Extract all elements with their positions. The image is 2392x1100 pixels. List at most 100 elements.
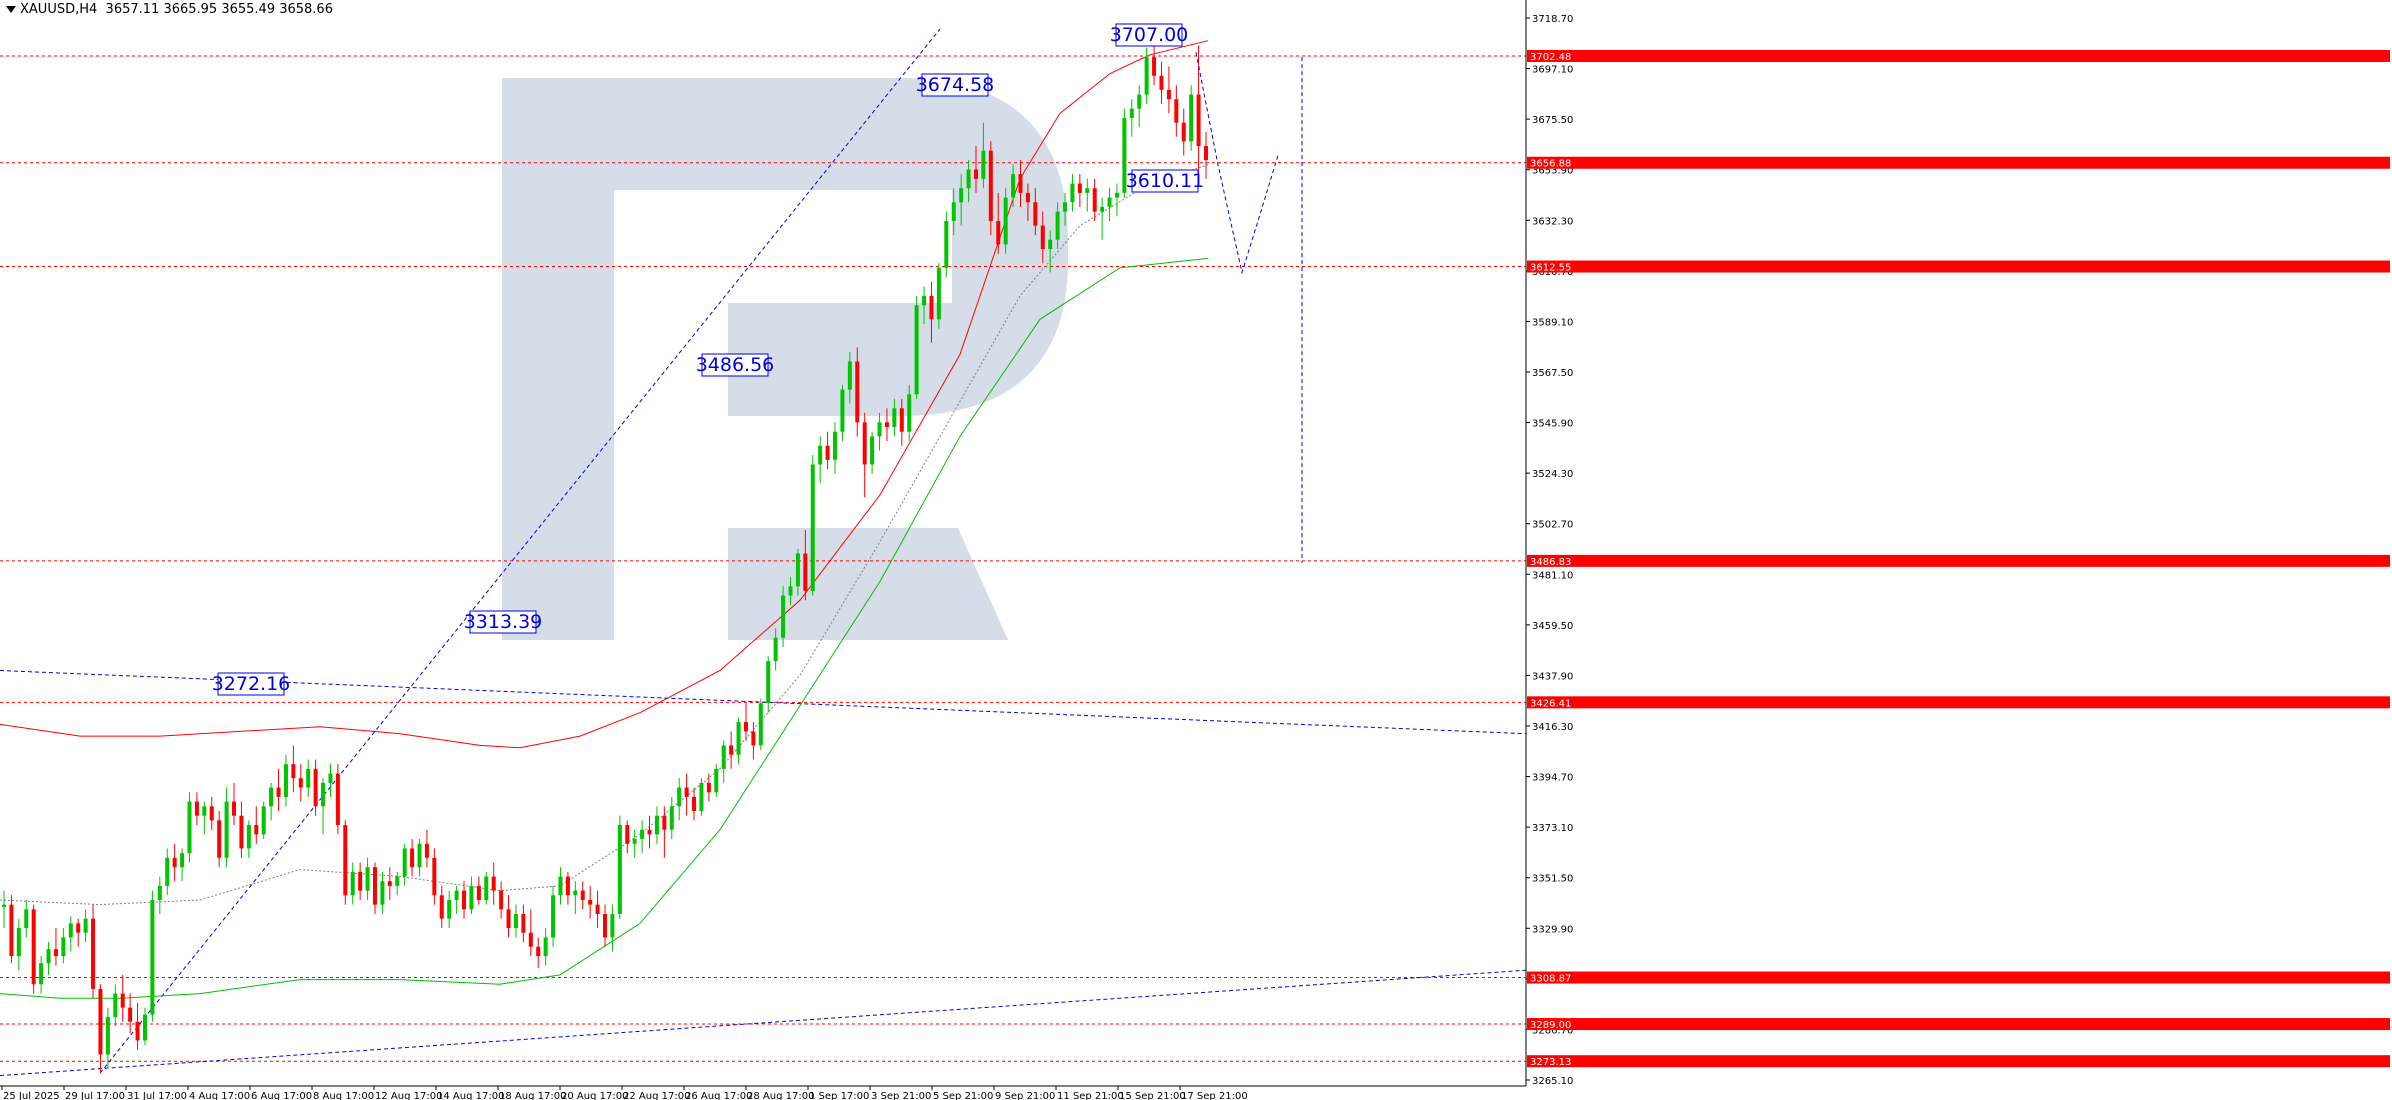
- callout-label: 3272.16: [212, 673, 291, 695]
- candle: [142, 1007, 147, 1046]
- candle-body: [372, 867, 377, 905]
- candle: [988, 141, 993, 236]
- candle: [758, 698, 763, 751]
- candle-body: [603, 914, 607, 938]
- candle: [610, 904, 615, 952]
- candle-body: [506, 909, 511, 929]
- callout-label: 3313.39: [464, 611, 543, 633]
- candle: [1174, 85, 1179, 137]
- candle: [1152, 45, 1157, 86]
- candle: [625, 820, 630, 854]
- candle-body: [810, 464, 815, 591]
- candle: [1107, 188, 1112, 221]
- candle-body: [128, 1007, 133, 1022]
- candle-body: [1129, 108, 1134, 118]
- candle: [165, 848, 170, 896]
- candle-body: [565, 876, 570, 896]
- candle-body: [736, 722, 741, 755]
- candle-body: [721, 745, 726, 769]
- price-level-tag: [1527, 554, 2390, 567]
- candle-body: [232, 801, 237, 816]
- candle-body: [157, 885, 162, 900]
- candle: [313, 759, 318, 816]
- callout-box: [217, 672, 285, 696]
- candle-body: [16, 928, 21, 957]
- price-callout: 3610.11: [1126, 169, 1204, 193]
- candle-body: [625, 825, 630, 844]
- candle-body: [988, 150, 993, 221]
- candle-body: [24, 909, 29, 929]
- price-tick-label: 3653.90: [1532, 166, 1573, 177]
- candle-body: [1025, 192, 1030, 203]
- price-callout: 3707.00: [1110, 23, 1188, 47]
- logo-letter-r: [502, 78, 1068, 640]
- candle: [432, 848, 437, 905]
- candle-body: [847, 361, 852, 390]
- price-tick-label: 3632.30: [1532, 216, 1573, 227]
- candle: [951, 188, 956, 236]
- time-tick-label: 20 Aug 17:00: [561, 1091, 628, 1100]
- candle: [766, 656, 771, 713]
- candle: [424, 829, 429, 868]
- candle-body: [217, 820, 222, 858]
- candle: [654, 806, 659, 844]
- candle: [1077, 174, 1082, 207]
- price-callout: 3313.39: [464, 610, 543, 634]
- callout-box: [1115, 23, 1183, 47]
- candle-body: [803, 553, 808, 591]
- candle-body: [269, 787, 274, 807]
- forecast-path: [1195, 52, 1303, 563]
- candle-body: [1077, 183, 1082, 193]
- candle: [588, 885, 593, 919]
- candle: [966, 160, 971, 203]
- price-level-tag: [1527, 260, 2390, 273]
- candle: [736, 717, 741, 765]
- time-tick-label: 1 Sep 17:00: [809, 1091, 869, 1100]
- candle: [157, 876, 162, 915]
- candle: [343, 820, 348, 905]
- candle-body: [781, 595, 786, 638]
- candle-body: [536, 946, 541, 957]
- candle-body: [239, 815, 244, 849]
- candle: [380, 871, 385, 915]
- dropdown-triangle-icon[interactable]: [6, 6, 16, 13]
- candle-body: [91, 918, 96, 989]
- candle-body: [773, 637, 778, 662]
- candle-body: [105, 1017, 110, 1055]
- candle-body: [922, 295, 927, 306]
- candle: [209, 796, 214, 830]
- candle-body: [462, 890, 467, 910]
- candle: [996, 192, 1001, 254]
- candle-body: [1085, 188, 1090, 193]
- candle-body: [662, 815, 667, 830]
- candle: [1040, 211, 1045, 264]
- candle-body: [61, 937, 66, 957]
- candle-body: [142, 1014, 147, 1041]
- candle: [565, 871, 570, 905]
- candle-body: [417, 843, 422, 868]
- price-tick-label: 3329.90: [1532, 924, 1573, 935]
- candle-body: [165, 857, 170, 886]
- candle-body: [39, 963, 44, 985]
- candle: [662, 806, 667, 858]
- candle: [1159, 61, 1164, 104]
- callout-label: 3674.58: [916, 74, 995, 96]
- candle-body: [588, 899, 593, 905]
- candle: [1033, 188, 1038, 236]
- candle-body: [573, 890, 578, 896]
- candle: [855, 347, 860, 437]
- time-tick-label: 25 Jul 2025: [3, 1091, 60, 1100]
- candle: [202, 801, 207, 835]
- candle-body: [751, 731, 756, 746]
- candle-body: [2, 904, 6, 907]
- price-callouts: 3707.00 3674.58 3610.11 3486.56 3313.39 3272.…: [212, 23, 1204, 696]
- candle: [1137, 85, 1142, 128]
- price-level-label: 3612.55: [1530, 263, 1571, 274]
- candle: [981, 122, 986, 189]
- callout-box: [1131, 169, 1199, 193]
- candle: [699, 778, 704, 816]
- chart-header: XAUUSD,H4 3657.11 3665.95 3655.49 3658.6…: [6, 2, 333, 17]
- candle-body: [283, 764, 288, 797]
- logo-letter-leg: [728, 528, 1008, 640]
